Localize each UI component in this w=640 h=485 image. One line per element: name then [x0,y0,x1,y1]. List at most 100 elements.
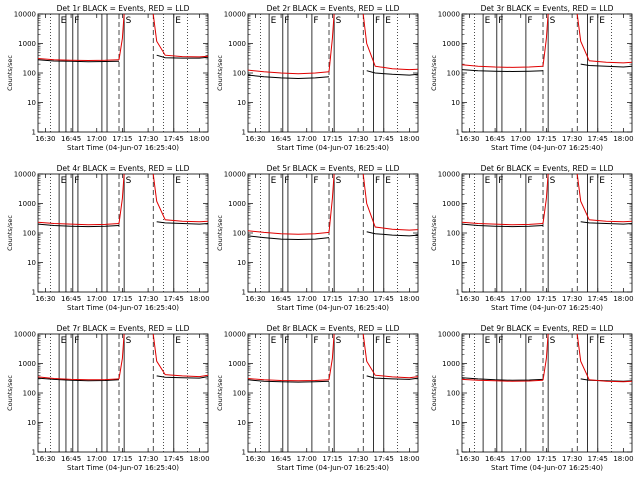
x-axis-title: Start Time (04-Jun-07 16:25:40) [491,144,603,152]
x-tick-label: 16:45 [61,135,81,143]
event-marker-label: E [271,16,277,26]
x-axis-title: Start Time (04-Jun-07 16:25:40) [277,144,389,152]
events-series-line [366,70,419,76]
y-tick-label: 100 [233,390,246,398]
y-tick-label: 1000 [18,200,36,208]
event-marker-label: E [61,176,67,186]
x-tick-label: 16:45 [485,455,505,463]
lld-series-line [461,221,544,226]
lld-series-line [118,333,125,379]
event-marker-label: S [126,336,132,346]
x-tick-label: 17:00 [511,135,531,143]
events-series-line [461,223,544,228]
y-tick-label: 10 [451,419,460,427]
events-series-line [580,63,633,68]
lld-series-line [152,173,209,223]
x-tick-label: 17:00 [511,455,531,463]
y-tick-label: 100 [23,230,36,238]
event-marker-label: F [284,176,289,186]
y-tick-label: 1 [242,449,246,457]
y-tick-label: 100 [23,390,36,398]
x-tick-label: 16:30 [245,295,265,303]
x-tick-label: 17:45 [588,135,608,143]
y-axis-title: Counts/sec [430,215,438,251]
y-tick-label: 100 [233,70,246,78]
event-marker-label: E [61,16,67,26]
x-tick-label: 16:45 [271,295,291,303]
events-series-line [247,235,330,241]
y-axis-title: Counts/sec [6,375,14,411]
x-tick-label: 18:00 [399,455,419,463]
x-tick-label: 17:30 [562,295,582,303]
x-tick-label: 17:15 [536,295,556,303]
panel-title: Det 1r BLACK = Events, RED = LLD [57,4,190,13]
event-marker-label: F [74,176,79,186]
x-tick-label: 18:00 [613,295,633,303]
event-marker-label: F [284,336,289,346]
x-tick-label: 18:00 [613,135,633,143]
lld-series-line [247,378,330,382]
y-tick-label: 100 [447,230,460,238]
x-tick-label: 18:00 [189,135,209,143]
y-tick-label: 1000 [228,40,246,48]
panel-title: Det 7r BLACK = Events, RED = LLD [57,324,190,333]
detector-panel: Det 7r BLACK = Events, RED = LLD 16:30 16:… [6,324,210,472]
x-tick-label: 16:30 [459,455,479,463]
lld-series-line [118,13,125,60]
panel-title: Det 3r BLACK = Events, RED = LLD [481,4,614,13]
events-series-line [156,221,209,225]
event-marker-label: E [385,336,391,346]
detector-panel: Det 1r BLACK = Events, RED = LLD 16:30 16:… [6,4,210,152]
y-tick-label: 1000 [442,200,460,208]
events-series-line [37,223,120,228]
events-series-line [366,231,419,237]
detector-panel: Det 8r BLACK = Events, RED = LLD 16:30 16:… [216,324,420,472]
event-marker-label: S [550,176,556,186]
x-tick-label: 17:45 [374,295,394,303]
x-tick-label: 16:30 [459,135,479,143]
events-series-line [156,54,209,59]
y-tick-label: 100 [233,230,246,238]
y-tick-label: 100 [447,70,460,78]
events-series-line [247,379,330,383]
event-marker-label: F [284,16,289,26]
y-tick-label: 10000 [224,171,246,179]
x-tick-label: 17:45 [164,455,184,463]
event-marker-label: E [271,336,277,346]
x-axis-title: Start Time (04-Jun-07 16:25:40) [67,304,179,312]
y-tick-label: 10000 [224,11,246,19]
event-marker-label: S [336,336,342,346]
events-series-line [461,377,544,381]
y-tick-label: 1000 [228,200,246,208]
panel-title: Det 8r BLACK = Events, RED = LLD [267,324,400,333]
event-marker-label: E [485,176,491,186]
lld-series-line [118,173,125,224]
x-axis-title: Start Time (04-Jun-07 16:25:40) [491,304,603,312]
x-tick-label: 16:45 [485,135,505,143]
event-marker-label: E [175,336,181,346]
event-marker-label: F [375,336,380,346]
x-tick-label: 17:30 [562,455,582,463]
lld-series-line [362,13,419,71]
lld-series-line [362,173,419,231]
lld-series-line [542,333,549,381]
x-tick-label: 17:00 [297,135,317,143]
event-marker-label: F [498,16,503,26]
y-tick-label: 10000 [438,11,460,19]
detector-panel: Det 6r BLACK = Events, RED = LLD 16:30 16:… [430,164,634,312]
lld-series-line [247,69,330,75]
x-tick-label: 17:45 [374,455,394,463]
y-tick-label: 10 [237,259,246,267]
event-marker-label: E [61,336,67,346]
y-tick-label: 10 [451,99,460,107]
y-tick-label: 10000 [14,331,36,339]
y-tick-label: 10000 [14,11,36,19]
x-tick-label: 17:45 [164,295,184,303]
y-tick-label: 1 [32,289,36,297]
y-axis-title: Counts/sec [6,215,14,251]
y-tick-label: 10000 [438,171,460,179]
lld-series-line [328,13,335,72]
y-tick-label: 10 [27,99,36,107]
event-marker-label: F [589,16,594,26]
x-tick-label: 16:45 [61,295,81,303]
